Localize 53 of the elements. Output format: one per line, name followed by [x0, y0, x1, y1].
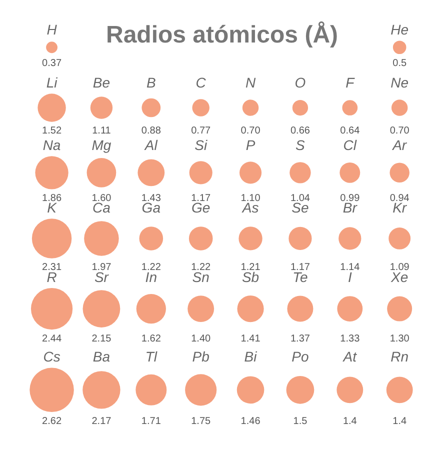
text: Tl: [145, 348, 158, 365]
text: Bi: [244, 348, 258, 365]
data-label: 1.4: [342, 416, 358, 427]
data-label: 2.17: [92, 416, 112, 427]
text: S: [296, 136, 306, 153]
text: N: [245, 74, 256, 91]
text: Pb: [192, 348, 210, 365]
data-label: 0.66: [290, 126, 310, 137]
data-label: 0.77: [191, 126, 212, 137]
data-label: 0.88: [141, 126, 162, 137]
data-label: 1.37: [290, 333, 310, 344]
text: Po: [292, 348, 309, 365]
data-label: 1.62: [141, 333, 162, 344]
data-label: 2.62: [42, 416, 62, 427]
data-label: 1.71: [141, 416, 162, 427]
data-label: 1.4: [392, 416, 407, 427]
text: Na: [42, 136, 61, 153]
data-label: 2.44: [42, 333, 62, 344]
data-label: 1.11: [92, 126, 112, 137]
data-label: 1.5: [293, 416, 308, 427]
text: Al: [144, 136, 158, 153]
text: He: [390, 22, 409, 38]
data-label: 1.52: [42, 126, 62, 137]
data-label: 1.41: [240, 333, 261, 344]
data-label: 0.70: [240, 126, 261, 137]
text: P: [246, 136, 256, 153]
text: Cl: [343, 136, 358, 153]
text: B: [146, 74, 156, 91]
data-label: 1.46: [240, 416, 261, 427]
text: Si: [194, 136, 208, 153]
data-label: 0.64: [340, 126, 360, 137]
data-label: 0.5: [392, 58, 407, 69]
text: H: [46, 22, 58, 38]
text: Cs: [43, 348, 60, 365]
text: Ba: [92, 348, 110, 365]
text: C: [196, 74, 207, 91]
data-label: 1.30: [390, 333, 410, 344]
data-label: 0.70: [390, 126, 410, 137]
text: Mg: [92, 136, 112, 153]
text: Radios atómicos (Å): [106, 20, 338, 49]
data-label: 1.75: [191, 416, 212, 427]
text: Li: [46, 74, 58, 91]
data-label: 1.40: [191, 333, 212, 344]
data-label: 0.37: [42, 58, 62, 69]
data-label: 2.15: [92, 333, 112, 344]
text: Ar: [392, 136, 408, 153]
text: Be: [92, 74, 110, 91]
text: O: [294, 74, 306, 91]
data-label: 1.33: [340, 333, 360, 344]
text: Rn: [390, 348, 409, 365]
text: F: [346, 74, 356, 91]
text: At: [342, 348, 358, 365]
text: Ne: [390, 74, 409, 91]
